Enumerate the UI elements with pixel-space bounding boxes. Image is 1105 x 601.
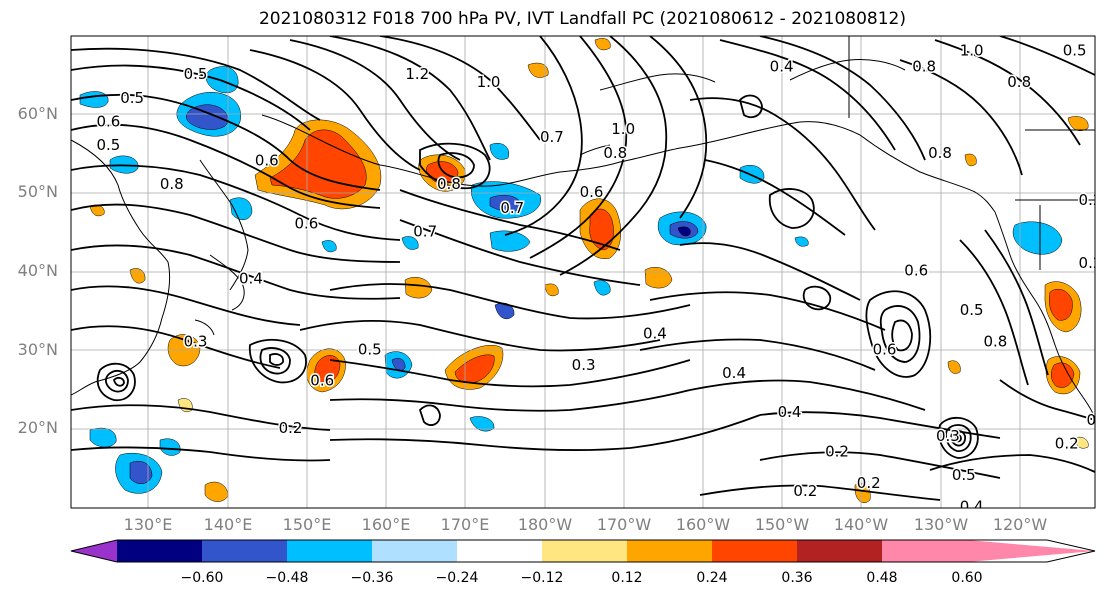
contour-label: 1.0: [477, 73, 501, 91]
contour-label: 0.4: [643, 325, 667, 343]
contour-label: 0.5: [960, 301, 984, 319]
contour-label: 0.7: [413, 222, 437, 240]
contour-label: 0.2: [793, 482, 817, 500]
colorbar-tick-neg036: −0.36: [350, 570, 394, 586]
contour-label: 0.8: [160, 175, 184, 193]
lon-label-130w: 130°W: [913, 515, 969, 534]
lon-label-160w: 160°W: [675, 515, 731, 534]
contour-label: 0.4: [239, 270, 263, 288]
contour-label: 0.2: [857, 474, 881, 492]
colorbar-tick-neg012: −0.12: [520, 570, 564, 586]
lon-label-130e: 130°E: [123, 515, 173, 534]
colorbar-bin-3: [287, 540, 372, 562]
colorbar-outline: [70, 539, 1096, 563]
lat-label-50n: 50°N: [17, 182, 58, 201]
contour-label: 0.3: [936, 427, 960, 445]
contour-label: 0.5: [184, 65, 208, 83]
contour-label: 1.0: [960, 42, 984, 60]
colorbar-tick-neg060: −0.60: [180, 570, 224, 586]
lat-label-40n: 40°N: [17, 261, 58, 280]
contour-label: 0.2: [825, 442, 849, 460]
contour-label: 0.5: [120, 89, 144, 107]
contour-label: 0.5: [96, 136, 120, 154]
lon-label-170e: 170°E: [440, 515, 490, 534]
colorbar-tick-pos012: 0.12: [611, 570, 643, 586]
contour-label: 0.8: [437, 175, 461, 193]
contour-label: 0.7: [500, 199, 524, 217]
colorbar-extend-high: [967, 540, 1095, 562]
colorbar-tick-neg048: −0.48: [265, 570, 309, 586]
contour-label: 0.6: [580, 183, 604, 201]
contour-label: 0.3: [184, 332, 208, 350]
pv-anomaly-shading: [79, 38, 1089, 503]
colorbar-tick-pos060: 0.60: [951, 570, 983, 586]
contour-label: 0.6: [873, 340, 897, 358]
lon-label-160e: 160°E: [361, 515, 411, 534]
lon-label-120w: 120°W: [992, 515, 1048, 534]
contour-label: 0.4: [770, 57, 794, 75]
lon-label-180w: 180°W: [517, 515, 573, 534]
colorbar-tick-neg024: −0.24: [435, 570, 479, 586]
colorbar-bin-7: [627, 540, 712, 562]
contour-label: 0.8: [984, 332, 1008, 350]
lon-label-140w: 140°W: [833, 515, 889, 534]
contour-label: 0.2: [1079, 191, 1103, 209]
colorbar-bin-9: [797, 540, 882, 562]
contour-label: 0.6: [294, 215, 318, 233]
contour-label: 0.2: [279, 419, 303, 437]
contour-label: 0.4: [778, 403, 802, 421]
contour-label: 0.6: [96, 112, 120, 130]
lat-label-30n: 30°N: [17, 340, 58, 359]
contour-label: 0.5: [952, 466, 976, 484]
lat-label-60n: 60°N: [17, 104, 58, 123]
lon-label-150w: 150°W: [754, 515, 810, 534]
contour-label: 0.8: [1007, 73, 1031, 91]
map-frame: [70, 35, 1096, 509]
lon-label-140e: 140°E: [203, 515, 253, 534]
colorbar-bin-8: [712, 540, 797, 562]
colorbar-tick-pos024: 0.24: [696, 570, 728, 586]
colorbar: [70, 539, 1096, 563]
lon-label-150e: 150°E: [282, 515, 332, 534]
colorbar-bin-10: [882, 540, 967, 562]
contour-label: 0.3: [572, 356, 596, 374]
contour-labels: 0.50.50.60.50.80.60.60.40.3 0.50.60.21.2 1…: [95, 40, 1105, 516]
contour-label: 1.2: [405, 65, 429, 83]
colorbar-tick-pos036: 0.36: [781, 570, 813, 586]
colorbar-bin-4: [372, 540, 457, 562]
contour-label: 0.2: [1055, 435, 1079, 453]
ivt-contours: [71, 36, 1095, 501]
contour-label: 0.6: [255, 152, 279, 170]
map-title: 2021080312 F018 700 hPa PV, IVT Landfall…: [258, 9, 906, 29]
contour-label: 0.8: [928, 144, 952, 162]
contour-label: 1.0: [611, 120, 635, 138]
contour-label: 0.8: [912, 57, 936, 75]
contour-label: 0.7: [540, 128, 564, 146]
colorbar-bin-5: [457, 540, 542, 562]
colorbar-extend-low: [71, 540, 117, 562]
contour-label: 0.4: [722, 364, 746, 382]
colorbar-tick-pos048: 0.48: [866, 570, 898, 586]
contour-label: 0.5: [1063, 42, 1087, 60]
colorbar-bin-2: [202, 540, 287, 562]
contour-label: 0.4: [960, 498, 984, 516]
lon-label-170w: 170°W: [596, 515, 652, 534]
coastlines: [71, 36, 1095, 419]
contour-label: 0.6: [904, 262, 928, 280]
colorbar-bin-6: [542, 540, 627, 562]
contour-label: 0.3: [1086, 411, 1105, 429]
contour-label: 0.5: [358, 340, 382, 358]
lat-label-20n: 20°N: [17, 418, 58, 437]
colorbar-bin-1: [117, 540, 202, 562]
contour-label: 0.2: [1079, 254, 1103, 272]
contour-label: 0.8: [603, 144, 627, 162]
contour-label: 0.6: [310, 372, 334, 390]
